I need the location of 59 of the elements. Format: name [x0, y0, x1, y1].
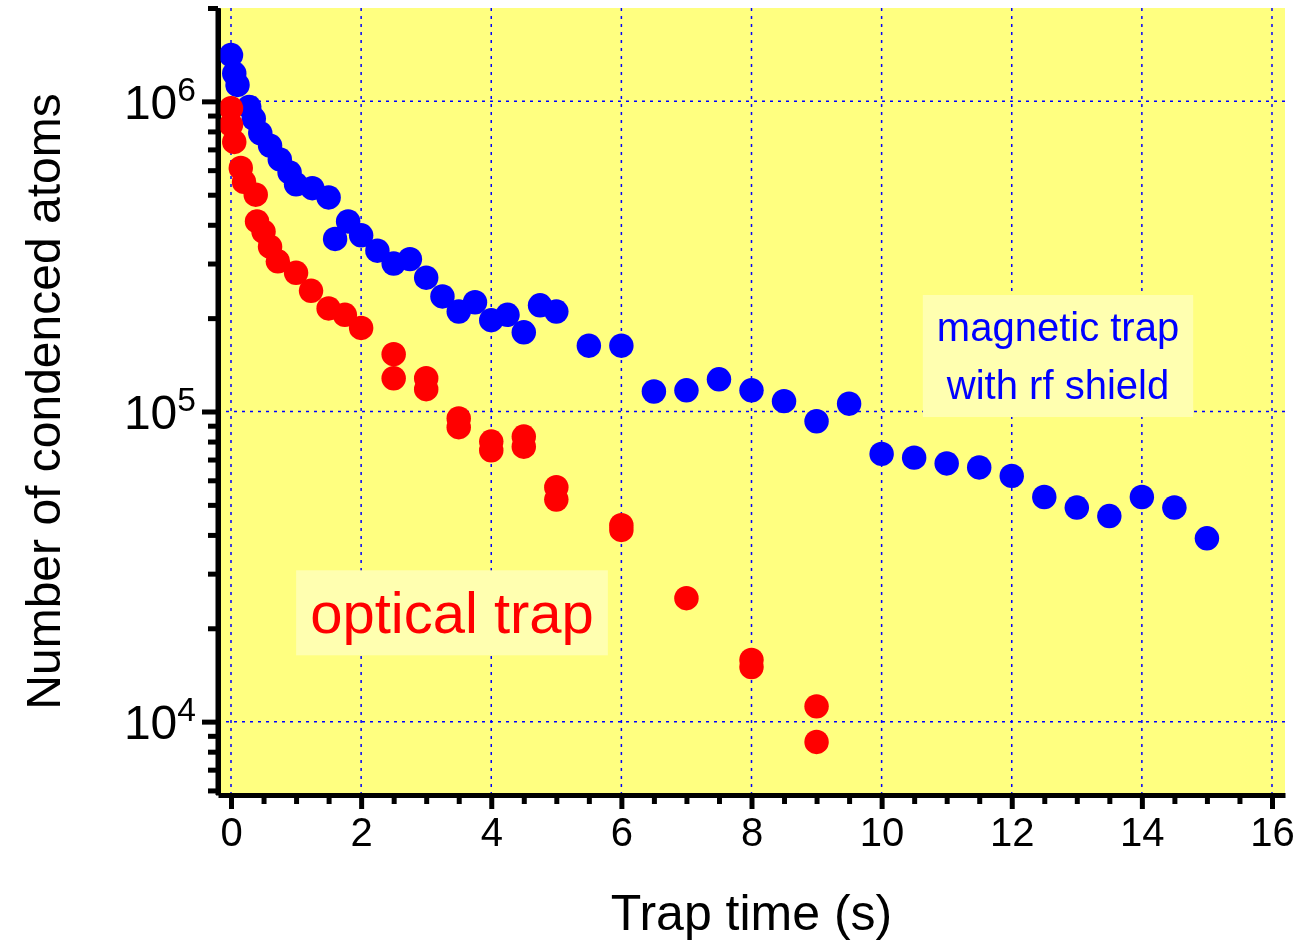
y-axis-title: Number of condenced atoms [17, 93, 70, 710]
point [332, 302, 358, 328]
point [1064, 495, 1090, 520]
x-tick-label: 2 [350, 810, 373, 854]
point [413, 265, 439, 290]
point [706, 367, 732, 392]
point [771, 388, 797, 414]
point [397, 246, 423, 272]
series-label: magnetic trap with rf shield [936, 305, 1180, 407]
y-tick-label: 10$^{5}$ [123, 380, 196, 439]
x-tick-label: 16 [1250, 810, 1295, 854]
point [381, 342, 406, 367]
y-tick-label: 10$^{4}$ [123, 690, 196, 749]
point [1032, 484, 1057, 510]
point [934, 451, 959, 476]
point [495, 302, 520, 328]
point [674, 586, 699, 611]
y-tick-label: 10$^{6}$ [123, 70, 196, 129]
point [804, 694, 829, 719]
point [265, 249, 291, 274]
point [739, 378, 764, 403]
point [641, 379, 667, 404]
point [674, 378, 699, 403]
point [222, 129, 247, 155]
point [1097, 503, 1122, 529]
series-label: optical trap [310, 580, 594, 646]
point [298, 278, 324, 304]
point [381, 366, 406, 391]
point [322, 226, 348, 252]
point [966, 455, 992, 480]
point [365, 238, 390, 263]
x-tick-label: 0 [220, 810, 243, 854]
point [609, 333, 634, 358]
point [901, 445, 927, 470]
x-tick-label: 14 [1120, 810, 1165, 854]
point [1194, 526, 1220, 551]
point [836, 391, 862, 416]
point [283, 260, 309, 286]
x-tick-label: 8 [740, 810, 764, 854]
point [430, 284, 455, 309]
x-tick-label: 6 [610, 810, 633, 854]
point [804, 729, 829, 755]
x-tick-label: 10 [859, 810, 905, 854]
point [869, 441, 894, 467]
x-tick-label: 12 [989, 810, 1035, 854]
point [544, 299, 569, 324]
x-tick-label: 4 [480, 810, 503, 854]
point [243, 182, 268, 207]
point [511, 320, 537, 345]
point [804, 409, 829, 434]
point [1129, 484, 1155, 510]
point [576, 333, 602, 358]
point [462, 290, 488, 315]
point [1162, 495, 1187, 520]
x-axis-title: Trap time (s) [610, 885, 893, 941]
point [348, 315, 374, 341]
point [348, 223, 374, 248]
point [999, 463, 1024, 489]
point [316, 185, 341, 210]
